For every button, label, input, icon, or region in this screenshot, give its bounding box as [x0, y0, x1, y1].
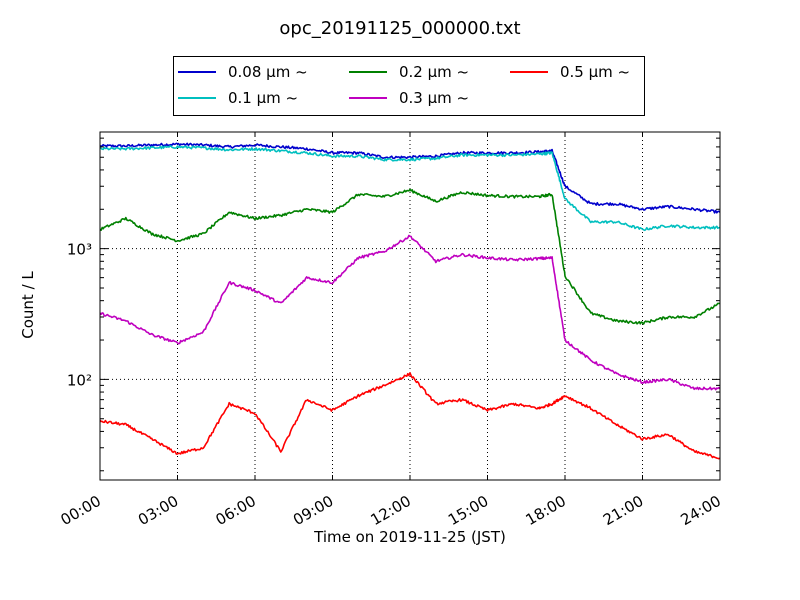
legend-item: 0.1 μm ~ — [178, 88, 298, 108]
legend-item: 0.3 μm ~ — [349, 88, 469, 108]
series-line — [99, 188, 721, 325]
y-tick-label: 10² — [67, 371, 92, 389]
legend-item: 0.2 μm ~ — [349, 62, 469, 82]
y-tick-label: 10³ — [67, 241, 92, 259]
legend-swatch — [510, 71, 548, 73]
legend-swatch — [178, 97, 216, 99]
y-axis-label: Count / L — [19, 271, 37, 339]
legend-label: 0.2 μm ~ — [399, 63, 470, 81]
series-line — [99, 145, 721, 232]
x-tick-label: 00:00 — [58, 492, 104, 529]
x-tick-label: 24:00 — [678, 492, 724, 529]
chart-title: opc_20191125_000000.txt — [279, 18, 521, 39]
legend-swatch — [349, 97, 387, 99]
x-tick-label: 06:00 — [213, 492, 259, 529]
legend-item: 0.5 μm ~ — [510, 62, 630, 82]
legend-label: 0.1 μm ~ — [228, 89, 299, 107]
x-axis-label: Time on 2019-11-25 (JST) — [314, 528, 506, 546]
legend: 0.08 μm ~ 0.1 μm ~ 0.2 μm ~ 0.3 μm ~ 0.5 μm … — [173, 56, 645, 116]
legend-label: 0.3 μm ~ — [399, 89, 470, 107]
series-line — [99, 372, 721, 460]
series-line — [99, 142, 721, 214]
x-tick-label: 18:00 — [523, 492, 569, 529]
legend-label: 0.5 μm ~ — [560, 63, 631, 81]
grid-layer — [100, 132, 720, 480]
x-tick-label: 15:00 — [445, 492, 491, 529]
legend-item: 0.08 μm ~ — [178, 62, 308, 82]
series-line — [99, 234, 721, 391]
series-layer — [99, 142, 721, 460]
legend-swatch — [349, 71, 387, 73]
x-tick-label: 21:00 — [600, 492, 646, 529]
x-tick-label: 03:00 — [135, 492, 181, 529]
x-tick-label: 12:00 — [368, 492, 414, 529]
legend-label: 0.08 μm ~ — [228, 63, 308, 81]
legend-swatch — [178, 71, 216, 73]
x-tick-label: 09:00 — [290, 492, 336, 529]
tick-layer: 00:00 03:00 06:00 09:00 12:00 15:00 18:00 21:00… — [58, 132, 724, 529]
